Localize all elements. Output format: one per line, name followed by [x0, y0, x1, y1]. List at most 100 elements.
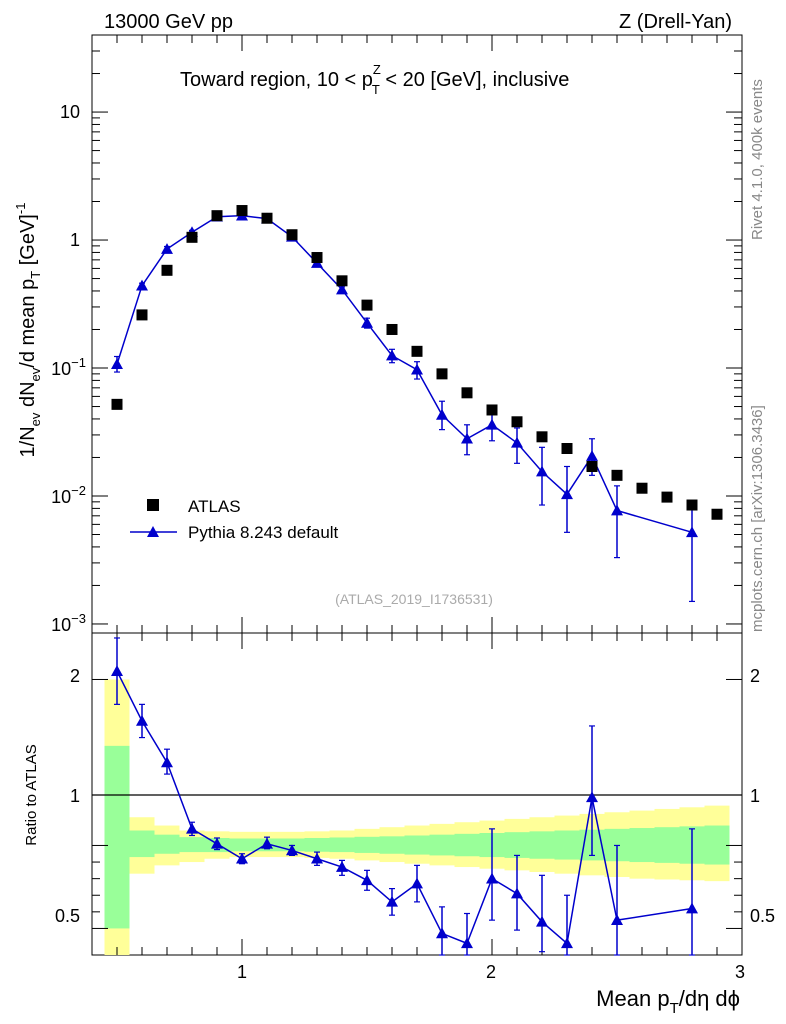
legend: ATLAS Pythia 8.243 default	[130, 497, 339, 542]
ratio-point	[686, 902, 698, 914]
main-marks	[111, 205, 723, 603]
ratio-point	[436, 927, 448, 939]
atlas-point	[711, 508, 723, 520]
side-mcplots: mcplots.cern.ch [arXiv:1306.3436]	[749, 405, 766, 632]
atlas-point	[411, 345, 423, 357]
green-band-bin	[304, 837, 330, 852]
green-band-bin	[104, 745, 130, 929]
atlas-point	[386, 323, 398, 335]
atlas-point	[511, 416, 523, 428]
ratio-point	[511, 887, 523, 899]
green-band-bin	[654, 827, 680, 863]
pythia-point	[361, 316, 373, 328]
pythia-point	[136, 279, 148, 291]
ratio-point	[386, 895, 398, 907]
green-band-bin	[454, 833, 480, 857]
header-right: Z (Drell-Yan)	[619, 11, 732, 33]
green-band-bin	[354, 836, 380, 853]
analysis-watermark: (ATLAS_2019_I1736531)	[335, 591, 493, 607]
green-band-bin	[704, 825, 730, 865]
ratio-ytick-05-left: 0.5	[55, 906, 80, 926]
ratio-uncertainty-bands	[104, 679, 730, 955]
atlas-point	[436, 368, 448, 380]
ratio-panel-frame	[91, 632, 743, 956]
atlas-point	[611, 469, 623, 481]
green-band-bin	[504, 832, 530, 858]
pythia-point	[161, 243, 173, 254]
pythia-point	[561, 488, 573, 500]
region-title: Toward region, 10 < pZ T < 20 [GeV], incl…	[180, 62, 569, 97]
atlas-point	[286, 229, 298, 241]
xtick-label-1: 1	[237, 962, 247, 982]
pythia-point	[511, 436, 523, 448]
ytick-label-10: 10	[60, 102, 80, 122]
pythia-point	[111, 358, 123, 370]
xtick-label-3: 3	[735, 962, 745, 982]
pythia-point	[461, 432, 473, 444]
pythia-point	[386, 349, 398, 361]
pythia-point	[586, 450, 598, 461]
ytick-label-1: 1	[70, 230, 80, 250]
ratio-point	[611, 914, 623, 925]
pythia-point	[411, 363, 423, 375]
atlas-point	[636, 482, 648, 494]
green-band-bin	[429, 834, 455, 856]
ratio-ytick-05-right: 0.5	[750, 906, 775, 926]
ratio-ytick-2-left: 2	[70, 666, 80, 686]
atlas-point	[586, 460, 598, 472]
green-band-bin	[154, 834, 180, 854]
ytick-label-1e-2: 10−2	[51, 483, 86, 507]
atlas-point	[136, 309, 148, 321]
ratio-point	[261, 837, 273, 849]
xlabel: Mean pT/dη dϕ	[596, 986, 740, 1017]
pythia-point	[336, 283, 348, 295]
green-band-bin	[529, 831, 555, 859]
pythia-point	[611, 504, 623, 516]
green-band-bin	[329, 837, 355, 853]
ratio-ytick-1-right: 1	[750, 786, 760, 806]
green-band-bin	[129, 830, 155, 858]
green-band-bin	[229, 838, 255, 852]
pythia-line	[116, 214, 693, 534]
atlas-point	[561, 442, 573, 454]
ratio-marks	[111, 637, 698, 956]
ytick-label-1e-3: 10−3	[51, 611, 86, 635]
xtick-label-2: 2	[486, 962, 496, 982]
atlas-point	[261, 212, 273, 224]
main-panel-frame	[91, 34, 743, 634]
ratio-point	[311, 852, 323, 864]
ratio-point	[336, 861, 348, 872]
green-band-bin	[404, 835, 430, 855]
atlas-point	[461, 387, 473, 399]
ratio-point	[461, 937, 473, 949]
pythia-point	[536, 465, 548, 477]
green-band-bin	[179, 837, 205, 853]
legend-pythia-marker	[147, 526, 159, 537]
ratio-point	[236, 852, 248, 864]
pythia-point	[686, 526, 698, 538]
ratio-point	[361, 874, 373, 886]
ratio-ytick-1-left: 1	[70, 786, 80, 806]
ratio-point	[411, 877, 423, 889]
ratio-point	[111, 665, 123, 676]
atlas-point	[161, 264, 173, 276]
green-band-bin	[554, 830, 580, 860]
main-ylabel: 1/Nev dNev/d mean pT [GeV]-1	[13, 203, 43, 458]
ratio-ytick-2-right: 2	[750, 666, 760, 686]
ratio-point	[486, 872, 498, 884]
ratio-point	[586, 791, 598, 803]
legend-pythia-label: Pythia 8.243 default	[188, 523, 339, 542]
pythia-point	[436, 408, 448, 420]
atlas-point	[236, 205, 248, 217]
ratio-point	[286, 844, 298, 856]
legend-atlas-marker	[147, 499, 159, 511]
ratio-point	[186, 822, 198, 834]
atlas-point	[111, 398, 123, 410]
atlas-point	[311, 252, 323, 264]
ratio-line	[116, 670, 693, 945]
ratio-point	[136, 714, 148, 726]
ytick-label-1e-1: 10−1	[51, 355, 86, 379]
green-band-bin	[379, 836, 405, 854]
atlas-point	[661, 491, 673, 503]
